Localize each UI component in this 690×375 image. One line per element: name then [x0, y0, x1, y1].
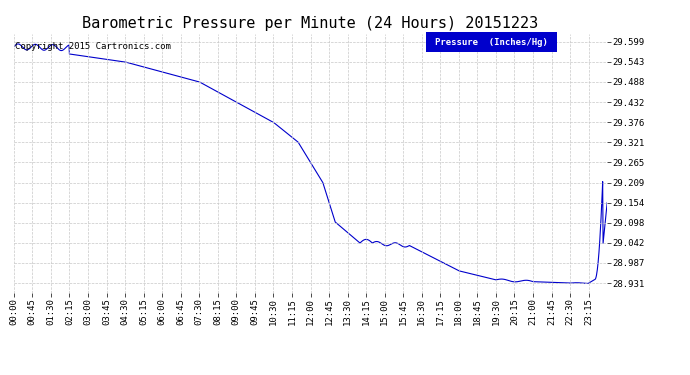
Title: Barometric Pressure per Minute (24 Hours) 20151223: Barometric Pressure per Minute (24 Hours… [82, 16, 539, 31]
Text: Copyright 2015 Cartronics.com: Copyright 2015 Cartronics.com [15, 42, 171, 51]
